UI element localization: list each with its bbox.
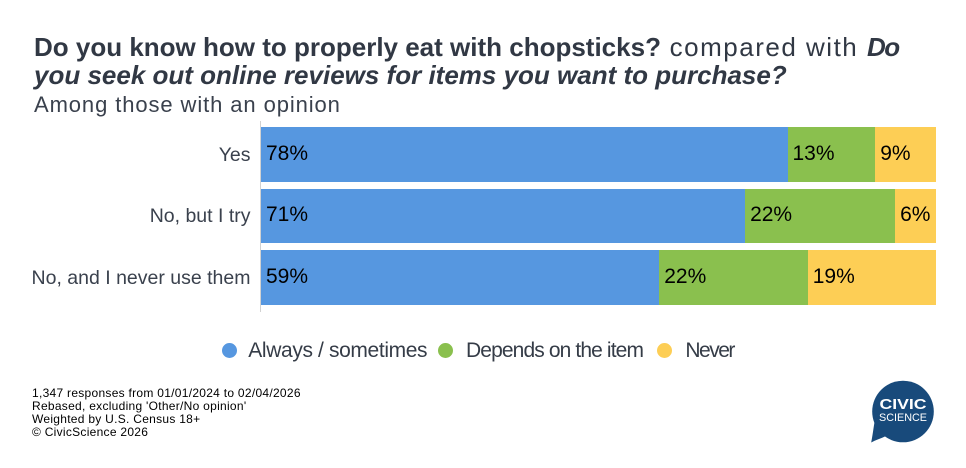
svg-text:SCIENCE: SCIENCE (879, 412, 927, 424)
svg-text:CIVIC: CIVIC (880, 396, 927, 413)
